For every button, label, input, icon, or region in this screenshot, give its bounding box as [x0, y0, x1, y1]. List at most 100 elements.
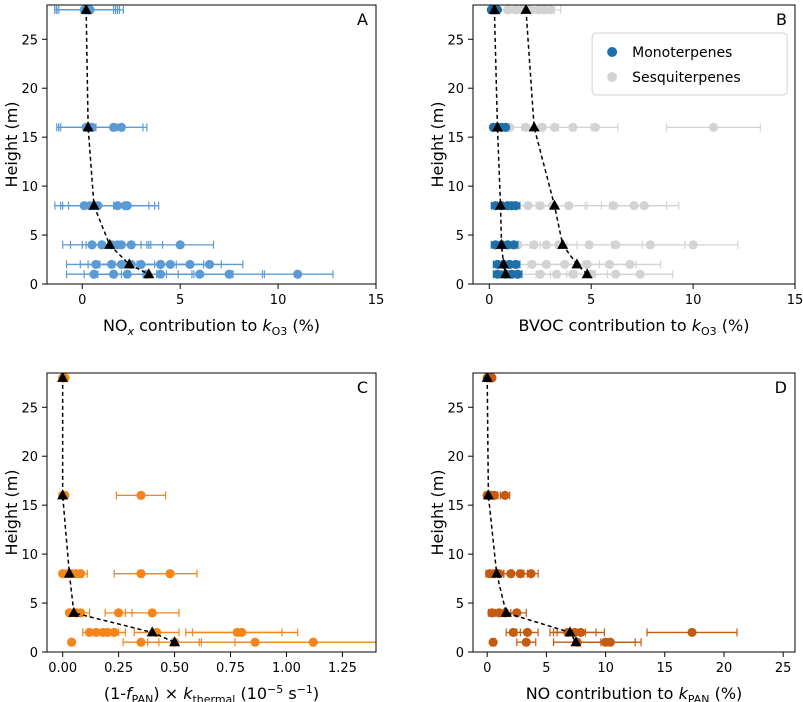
panel-label: D	[775, 378, 787, 397]
mean-marker	[143, 268, 155, 279]
y-tick-label: 15	[447, 499, 464, 514]
mean-marker	[57, 489, 69, 500]
data-point	[237, 627, 247, 638]
series-thermal	[58, 373, 376, 647]
mean-marker	[557, 238, 569, 249]
axes-frame	[472, 4, 796, 285]
data-point	[175, 240, 185, 250]
legend-label: Sesquiterpenes	[632, 70, 741, 86]
mean-marker	[491, 567, 503, 578]
data-point	[165, 569, 175, 579]
data-point	[155, 269, 166, 279]
data-point	[509, 240, 519, 250]
data-point	[487, 608, 497, 618]
y-tick-label: 15	[447, 131, 464, 146]
mean-marker	[564, 626, 576, 637]
data-point	[97, 240, 107, 250]
axes-frame	[46, 4, 377, 285]
legend-marker	[607, 47, 618, 57]
data-point	[609, 201, 619, 211]
y-tick-label: 20	[447, 450, 464, 465]
data-point	[639, 201, 649, 211]
data-point	[122, 201, 132, 211]
data-point	[506, 569, 516, 579]
y-tick-label: 5	[30, 229, 38, 244]
data-point	[116, 122, 127, 132]
y-tick-label: 20	[447, 82, 464, 97]
data-point	[155, 259, 166, 270]
data-point	[87, 240, 97, 250]
data-point	[687, 627, 697, 638]
data-point	[535, 269, 545, 279]
data-point	[527, 259, 537, 270]
data-point	[195, 269, 205, 279]
x-axis-label: NOx contribution to kO3 (%)	[103, 316, 320, 338]
mean-marker	[520, 5, 532, 14]
data-point	[511, 201, 521, 211]
panel-C: 0.00 0.25 0.50 0.75 1.00 1.25 0 5 10 15 20 25 Height…	[2, 372, 377, 702]
x-axis-label: NO contribution to kPAN (%)	[526, 684, 743, 702]
data-point	[204, 259, 215, 270]
data-point	[488, 637, 498, 647]
mean-marker	[498, 258, 510, 269]
data-point	[67, 637, 77, 647]
data-point	[126, 240, 136, 250]
mean-marker	[549, 199, 561, 210]
data-point	[500, 490, 510, 500]
x-tick-label: 0.00	[48, 661, 77, 676]
x-tick-label: 0.75	[216, 661, 245, 676]
y-axis-label: Height (m)	[428, 469, 447, 555]
data-point	[136, 569, 146, 579]
y-tick-label: 10	[21, 548, 38, 563]
x-tick-label: 0	[485, 293, 493, 308]
data-point	[582, 259, 592, 270]
mean-marker	[500, 606, 512, 617]
mean-marker	[88, 199, 100, 210]
x-tick-label: 0.25	[104, 661, 133, 676]
data-point	[308, 637, 318, 647]
mean-line	[486, 377, 577, 643]
panel-B: 0 5 10 15 0 5 10 15 20 25 Height (m) BVOC contribut…	[428, 4, 803, 338]
data-point	[522, 627, 533, 638]
data-point	[605, 637, 615, 647]
data-point	[526, 569, 536, 579]
y-tick-label: 25	[21, 33, 38, 48]
mean-marker	[488, 5, 500, 14]
mean-marker	[496, 238, 508, 249]
mean-marker	[63, 567, 75, 578]
data-point	[541, 259, 551, 270]
mean-marker	[528, 121, 540, 132]
data-point	[503, 5, 513, 15]
data-point	[250, 637, 260, 647]
y-tick-label: 5	[456, 229, 464, 244]
data-point	[568, 122, 578, 132]
data-point	[508, 627, 518, 638]
y-tick-label: 5	[30, 597, 38, 612]
data-point	[501, 122, 511, 132]
data-point	[584, 240, 594, 250]
x-tick-label: 10	[270, 293, 287, 308]
data-point	[165, 259, 175, 270]
data-point	[545, 5, 556, 15]
x-tick-label: 1.00	[272, 661, 301, 676]
mean-marker	[481, 373, 493, 382]
mean-marker	[581, 268, 593, 279]
y-tick-label: 20	[21, 450, 38, 465]
x-tick-label: 5	[587, 293, 595, 308]
data-point	[136, 637, 146, 647]
data-point	[521, 122, 531, 132]
mean-marker	[571, 258, 583, 269]
x-tick-label: 15	[787, 293, 803, 308]
data-point	[688, 240, 698, 250]
axes-frame	[472, 372, 796, 653]
mean-marker	[169, 636, 181, 647]
data-point	[109, 627, 119, 638]
x-tick-label: 0	[483, 661, 491, 676]
data-point	[560, 259, 570, 270]
data-point	[625, 259, 635, 270]
mean-marker	[123, 258, 135, 269]
data-point	[513, 269, 523, 279]
mean-marker	[146, 626, 158, 637]
x-tick-label: 0.50	[160, 661, 189, 676]
